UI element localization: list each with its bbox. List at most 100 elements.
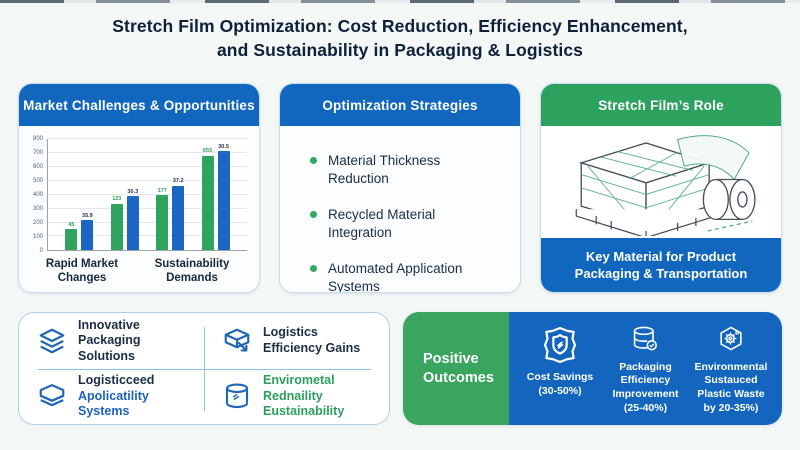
gear-hexagon-icon bbox=[720, 326, 742, 351]
bar-pair: 655 30.5 bbox=[201, 139, 230, 251]
y-axis-labels: 0 100 200 300 400 500 600 700 800 bbox=[27, 136, 47, 255]
database-check-icon bbox=[634, 326, 658, 351]
x-axis-group-labels: Rapid Market Changes Sustainability Dema… bbox=[27, 258, 247, 284]
strategy-text: Automated Application Systems bbox=[328, 261, 463, 294]
bar-value-label: 655 bbox=[202, 148, 213, 155]
pallet-film-roll-icon bbox=[575, 135, 756, 237]
layers-icon bbox=[39, 328, 65, 354]
y-tick-label: 100 bbox=[32, 234, 43, 241]
feature-logistics-efficiency: Logistics Efficiency Gains bbox=[204, 313, 389, 369]
page-title-line2: and Sustainability in Packaging & Logist… bbox=[216, 40, 584, 61]
gridline bbox=[48, 179, 247, 181]
bar-value-label: 123 bbox=[112, 196, 122, 203]
feature-logisticceed-systems: Logisticceed Apolicatility Systems bbox=[19, 369, 204, 425]
list-item: Recycled Material Integration bbox=[310, 206, 498, 241]
bar-rect bbox=[217, 151, 230, 251]
bar-value-label: 30.3 bbox=[127, 188, 139, 195]
page-title: Stretch Film Optimization: Cost Reductio… bbox=[0, 14, 800, 62]
shield-badge-icon bbox=[543, 327, 577, 364]
outcomes-body: Cost Savings (30-50%) Packaging Efficien… bbox=[509, 312, 782, 426]
group-label-rapid-market: Rapid Market Changes bbox=[45, 258, 119, 284]
bar-rect bbox=[65, 229, 78, 251]
strategies-panel-body: Material Thickness Reduction Recycled Ma… bbox=[280, 126, 520, 294]
bullet-dot-icon bbox=[310, 265, 317, 273]
outcome-environmental-waste: Environmental Sustauced Plastic Waste by… bbox=[691, 322, 772, 415]
pallet-stretch-film-illustration bbox=[541, 126, 781, 239]
list-item: Material Thickness Reduction bbox=[310, 152, 498, 187]
y-tick-label: 500 bbox=[32, 178, 43, 185]
y-tick-label: 700 bbox=[32, 150, 43, 157]
bar-value-label: 37.2 bbox=[172, 178, 184, 185]
role-panel-header: Stretch Film’s Role bbox=[541, 84, 781, 127]
bar-rect bbox=[81, 220, 94, 251]
positive-outcomes-panel: Positive Outcomes Cost Savings (30-50%) bbox=[403, 312, 782, 426]
features-panel: Innovative Packaging Solutions Logistics… bbox=[18, 312, 390, 426]
bar-rect bbox=[126, 196, 139, 251]
positive-outcomes-badge: Positive Outcomes bbox=[403, 312, 509, 426]
feature-label: Logisticceed Apolicatility Systems bbox=[78, 373, 155, 419]
strategy-text: Recycled Material Integration bbox=[328, 207, 436, 240]
page-title-line1: Stretch Film Optimization: Cost Reductio… bbox=[112, 16, 688, 36]
role-panel-caption: Key Material for Product Packaging & Tra… bbox=[541, 238, 781, 293]
y-tick-label: 800 bbox=[32, 136, 43, 143]
bar-plot: 45 35.9 123 30.3 177 37.2 655 30.5 bbox=[47, 138, 247, 252]
green-bar: 177 bbox=[156, 139, 169, 251]
y-tick-label: 200 bbox=[32, 220, 43, 227]
blue-bar: 35.9 bbox=[81, 139, 94, 251]
market-panel-body: 0 100 200 300 400 500 600 700 800 45 35.9 123 30.3 1… bbox=[19, 126, 259, 292]
outcome-label: Cost Savings (30-50%) bbox=[526, 371, 594, 397]
y-tick-label: 0 bbox=[39, 248, 43, 255]
bullet-dot-icon bbox=[310, 211, 317, 219]
bar-pair: 45 35.9 bbox=[65, 139, 94, 251]
feature-innovative-packaging: Innovative Packaging Solutions bbox=[19, 313, 204, 369]
strategies-panel-header: Optimization Strategies bbox=[280, 84, 520, 127]
database-icon bbox=[225, 382, 249, 408]
y-tick-label: 400 bbox=[32, 192, 43, 199]
horizontal-divider bbox=[37, 368, 371, 370]
gridline bbox=[48, 235, 247, 237]
outcome-cost-savings: Cost Savings (30-50%) bbox=[520, 322, 601, 415]
feature-label: Envirometal Rednaility Eustainability bbox=[263, 373, 345, 419]
bar-value-label: 30.5 bbox=[218, 143, 229, 150]
strategies-list: Material Thickness Reduction Recycled Ma… bbox=[280, 126, 520, 294]
panel-stretch-film-role: Stretch Film’s Role bbox=[540, 83, 782, 294]
blue-bar: 30.3 bbox=[126, 139, 139, 251]
bar-value-label: 45 bbox=[68, 221, 75, 228]
main-panels-row: Market Challenges & Opportunities 0 100 20… bbox=[18, 83, 782, 294]
bar-chart: 0 100 200 300 400 500 600 700 800 45 35.9 123 30.3 1… bbox=[19, 126, 259, 292]
package-arrow-icon bbox=[224, 328, 250, 352]
outcome-packaging-efficiency: Packaging Efficiency Improvement (25-40%… bbox=[605, 322, 686, 415]
feature-label: Logistics Efficiency Gains bbox=[263, 325, 361, 356]
market-panel-header: Market Challenges & Opportunities bbox=[19, 84, 259, 127]
blue-bar: 30.5 bbox=[217, 139, 230, 251]
bar-value-label: 35.9 bbox=[82, 212, 93, 219]
bottom-row: Innovative Packaging Solutions Logistics… bbox=[18, 312, 782, 426]
gridline bbox=[48, 166, 247, 168]
strategy-text: Material Thickness Reduction bbox=[328, 153, 441, 186]
list-item: Automated Application Systems bbox=[310, 260, 498, 294]
gridline bbox=[48, 221, 247, 223]
y-tick-label: 300 bbox=[32, 206, 43, 213]
green-bar: 123 bbox=[110, 139, 123, 251]
bar-value-label: 177 bbox=[157, 187, 167, 194]
panel-optimization-strategies: Optimization Strategies Material Thickne… bbox=[279, 83, 521, 294]
bar-rect bbox=[156, 195, 169, 251]
blue-bar: 37.2 bbox=[172, 139, 185, 251]
bullet-dot-icon bbox=[310, 157, 317, 165]
bar-rect bbox=[172, 185, 185, 251]
bar-rect bbox=[110, 203, 123, 251]
gridline bbox=[48, 193, 247, 195]
feature-label: Innovative Packaging Solutions bbox=[78, 317, 141, 363]
gridline bbox=[48, 138, 247, 140]
feature-environmental-sustainability: Envirometal Rednaility Eustainability bbox=[204, 369, 389, 425]
green-bar: 45 bbox=[65, 139, 78, 251]
role-panel-body: Key Material for Product Packaging & Tra… bbox=[541, 126, 781, 293]
gridline bbox=[48, 152, 247, 154]
bar-pair: 177 37.2 bbox=[156, 139, 185, 251]
top-edge-strip bbox=[0, 0, 800, 3]
outcome-label: Packaging Efficiency Improvement (25-40%… bbox=[612, 360, 679, 414]
bar-pair: 123 30.3 bbox=[110, 139, 139, 251]
gridline bbox=[48, 207, 247, 209]
box-stack-icon bbox=[39, 383, 65, 406]
